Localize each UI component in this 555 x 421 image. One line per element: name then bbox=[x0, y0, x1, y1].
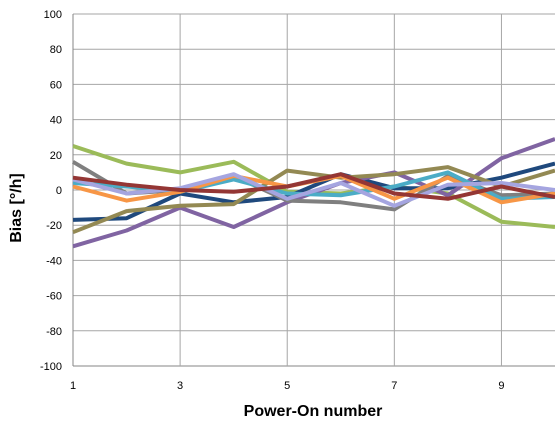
y-tick-label: -80 bbox=[46, 326, 62, 338]
y-tick-label: 20 bbox=[50, 150, 62, 162]
y-tick-label: -20 bbox=[46, 220, 62, 232]
x-tick-label: 3 bbox=[177, 380, 183, 392]
y-tick-label: -100 bbox=[40, 361, 62, 373]
x-tick-label: 5 bbox=[284, 380, 290, 392]
x-tick-labels: 1 3 5 7 9 bbox=[70, 380, 505, 392]
x-tick-label: 1 bbox=[70, 380, 76, 392]
x-tick-label: 9 bbox=[498, 380, 504, 392]
y-tick-label: 40 bbox=[50, 115, 62, 127]
x-tick-label: 7 bbox=[391, 380, 397, 392]
y-axis-title: Bias [°/h] bbox=[8, 173, 25, 243]
y-tick-label: 80 bbox=[50, 44, 62, 56]
series-line bbox=[72, 172, 555, 208]
y-tick-label: 100 bbox=[44, 9, 62, 21]
series-line bbox=[72, 165, 555, 235]
y-tick-label: 0 bbox=[56, 185, 62, 197]
series-layer bbox=[71, 137, 555, 249]
series-line bbox=[72, 172, 555, 201]
y-tick-label: 60 bbox=[50, 79, 62, 91]
y-tick-label: -40 bbox=[46, 255, 62, 267]
y-tick-labels: -100 -80 -60 -40 -20 0 20 40 60 80 100 bbox=[40, 9, 62, 373]
x-axis-title: Power-On number bbox=[244, 403, 383, 420]
y-tick-label: -60 bbox=[46, 291, 62, 303]
